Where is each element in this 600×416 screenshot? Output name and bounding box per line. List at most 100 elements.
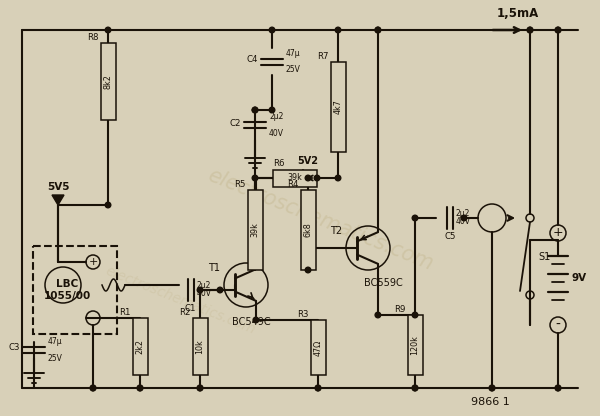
Text: 10k: 10k (196, 339, 205, 354)
Text: R1: R1 (119, 308, 131, 317)
Text: C4: C4 (247, 55, 258, 64)
Circle shape (489, 385, 495, 391)
Bar (133, 318, 148, 375)
Bar (248, 190, 263, 270)
Text: 39k: 39k (287, 173, 302, 183)
Text: BC549C: BC549C (232, 317, 271, 327)
Circle shape (197, 385, 203, 391)
Text: 5V5: 5V5 (47, 182, 69, 192)
Text: T2: T2 (330, 226, 342, 236)
Text: 47μ: 47μ (286, 49, 301, 57)
Circle shape (555, 385, 561, 391)
Text: 120k: 120k (410, 335, 419, 355)
Circle shape (412, 385, 418, 391)
Text: 8k2: 8k2 (104, 74, 113, 89)
Text: 40V: 40V (197, 290, 212, 299)
Text: 25V: 25V (48, 354, 63, 363)
Text: 47μ: 47μ (48, 337, 62, 346)
Text: 4k7: 4k7 (334, 99, 343, 114)
Text: C2: C2 (229, 119, 241, 127)
Text: S1: S1 (538, 252, 550, 262)
Text: 1,5mA: 1,5mA (497, 7, 539, 20)
Circle shape (412, 312, 418, 318)
Text: 39k: 39k (251, 223, 260, 238)
Text: R8: R8 (87, 33, 98, 42)
Circle shape (314, 175, 320, 181)
Circle shape (137, 385, 143, 391)
Bar (331, 62, 346, 152)
Text: R7: R7 (317, 52, 329, 61)
Text: 5V2: 5V2 (298, 156, 319, 166)
Circle shape (137, 385, 143, 391)
Text: electroschematics.com: electroschematics.com (103, 263, 257, 337)
Text: 9V: 9V (572, 273, 587, 283)
Circle shape (105, 202, 111, 208)
Bar (301, 190, 316, 270)
Circle shape (105, 27, 111, 33)
Circle shape (527, 27, 533, 33)
Circle shape (375, 27, 381, 33)
Circle shape (555, 385, 561, 391)
Circle shape (90, 385, 96, 391)
Text: 6k8: 6k8 (304, 223, 313, 238)
Text: BC559C: BC559C (364, 278, 403, 288)
Text: 2k2: 2k2 (136, 339, 145, 354)
Text: R6: R6 (273, 158, 284, 168)
Text: R9: R9 (394, 305, 406, 314)
Text: C1: C1 (185, 304, 196, 313)
Text: 2μ2: 2μ2 (197, 282, 211, 290)
Text: 40V: 40V (269, 129, 284, 138)
Circle shape (253, 317, 259, 323)
Bar (311, 320, 325, 375)
Text: C5: C5 (444, 232, 456, 241)
Circle shape (197, 287, 203, 293)
Circle shape (335, 27, 341, 33)
Text: +: + (88, 257, 98, 267)
Circle shape (412, 385, 418, 391)
Circle shape (305, 267, 311, 273)
Circle shape (305, 175, 311, 181)
Text: electroschematics.com: electroschematics.com (204, 166, 436, 275)
Circle shape (197, 385, 203, 391)
Text: R2: R2 (179, 308, 191, 317)
Bar (101, 43, 115, 120)
Circle shape (555, 27, 561, 33)
Circle shape (269, 107, 275, 113)
Circle shape (252, 107, 258, 113)
Text: LBC
1055/00: LBC 1055/00 (43, 279, 91, 301)
Text: 47Ω: 47Ω (314, 339, 323, 356)
Circle shape (252, 107, 258, 113)
Text: 9866 1: 9866 1 (470, 397, 509, 407)
Text: C3: C3 (8, 344, 20, 352)
Circle shape (90, 385, 96, 391)
Text: R5: R5 (234, 180, 245, 189)
Circle shape (375, 27, 381, 33)
Text: 2μ2: 2μ2 (456, 210, 470, 218)
Text: +: + (553, 226, 563, 240)
Circle shape (315, 385, 321, 391)
Circle shape (315, 385, 321, 391)
Bar (407, 315, 422, 375)
Circle shape (527, 27, 533, 33)
Bar (273, 169, 317, 186)
Circle shape (269, 27, 275, 33)
Text: T1: T1 (208, 263, 220, 273)
Bar (33, 246, 117, 334)
Bar (193, 318, 208, 375)
Polygon shape (52, 195, 64, 205)
Circle shape (461, 215, 467, 221)
Circle shape (335, 175, 341, 181)
Text: 40V: 40V (456, 218, 471, 226)
Circle shape (252, 175, 258, 181)
Text: R4: R4 (287, 180, 299, 189)
Text: -: - (556, 318, 560, 332)
Circle shape (217, 287, 223, 293)
Text: R3: R3 (297, 310, 308, 319)
Circle shape (555, 27, 561, 33)
Circle shape (489, 385, 495, 391)
Circle shape (375, 312, 381, 318)
Circle shape (412, 215, 418, 221)
Text: 25V: 25V (286, 65, 301, 74)
Text: -: - (91, 312, 95, 324)
Text: 2μ2: 2μ2 (269, 112, 283, 121)
